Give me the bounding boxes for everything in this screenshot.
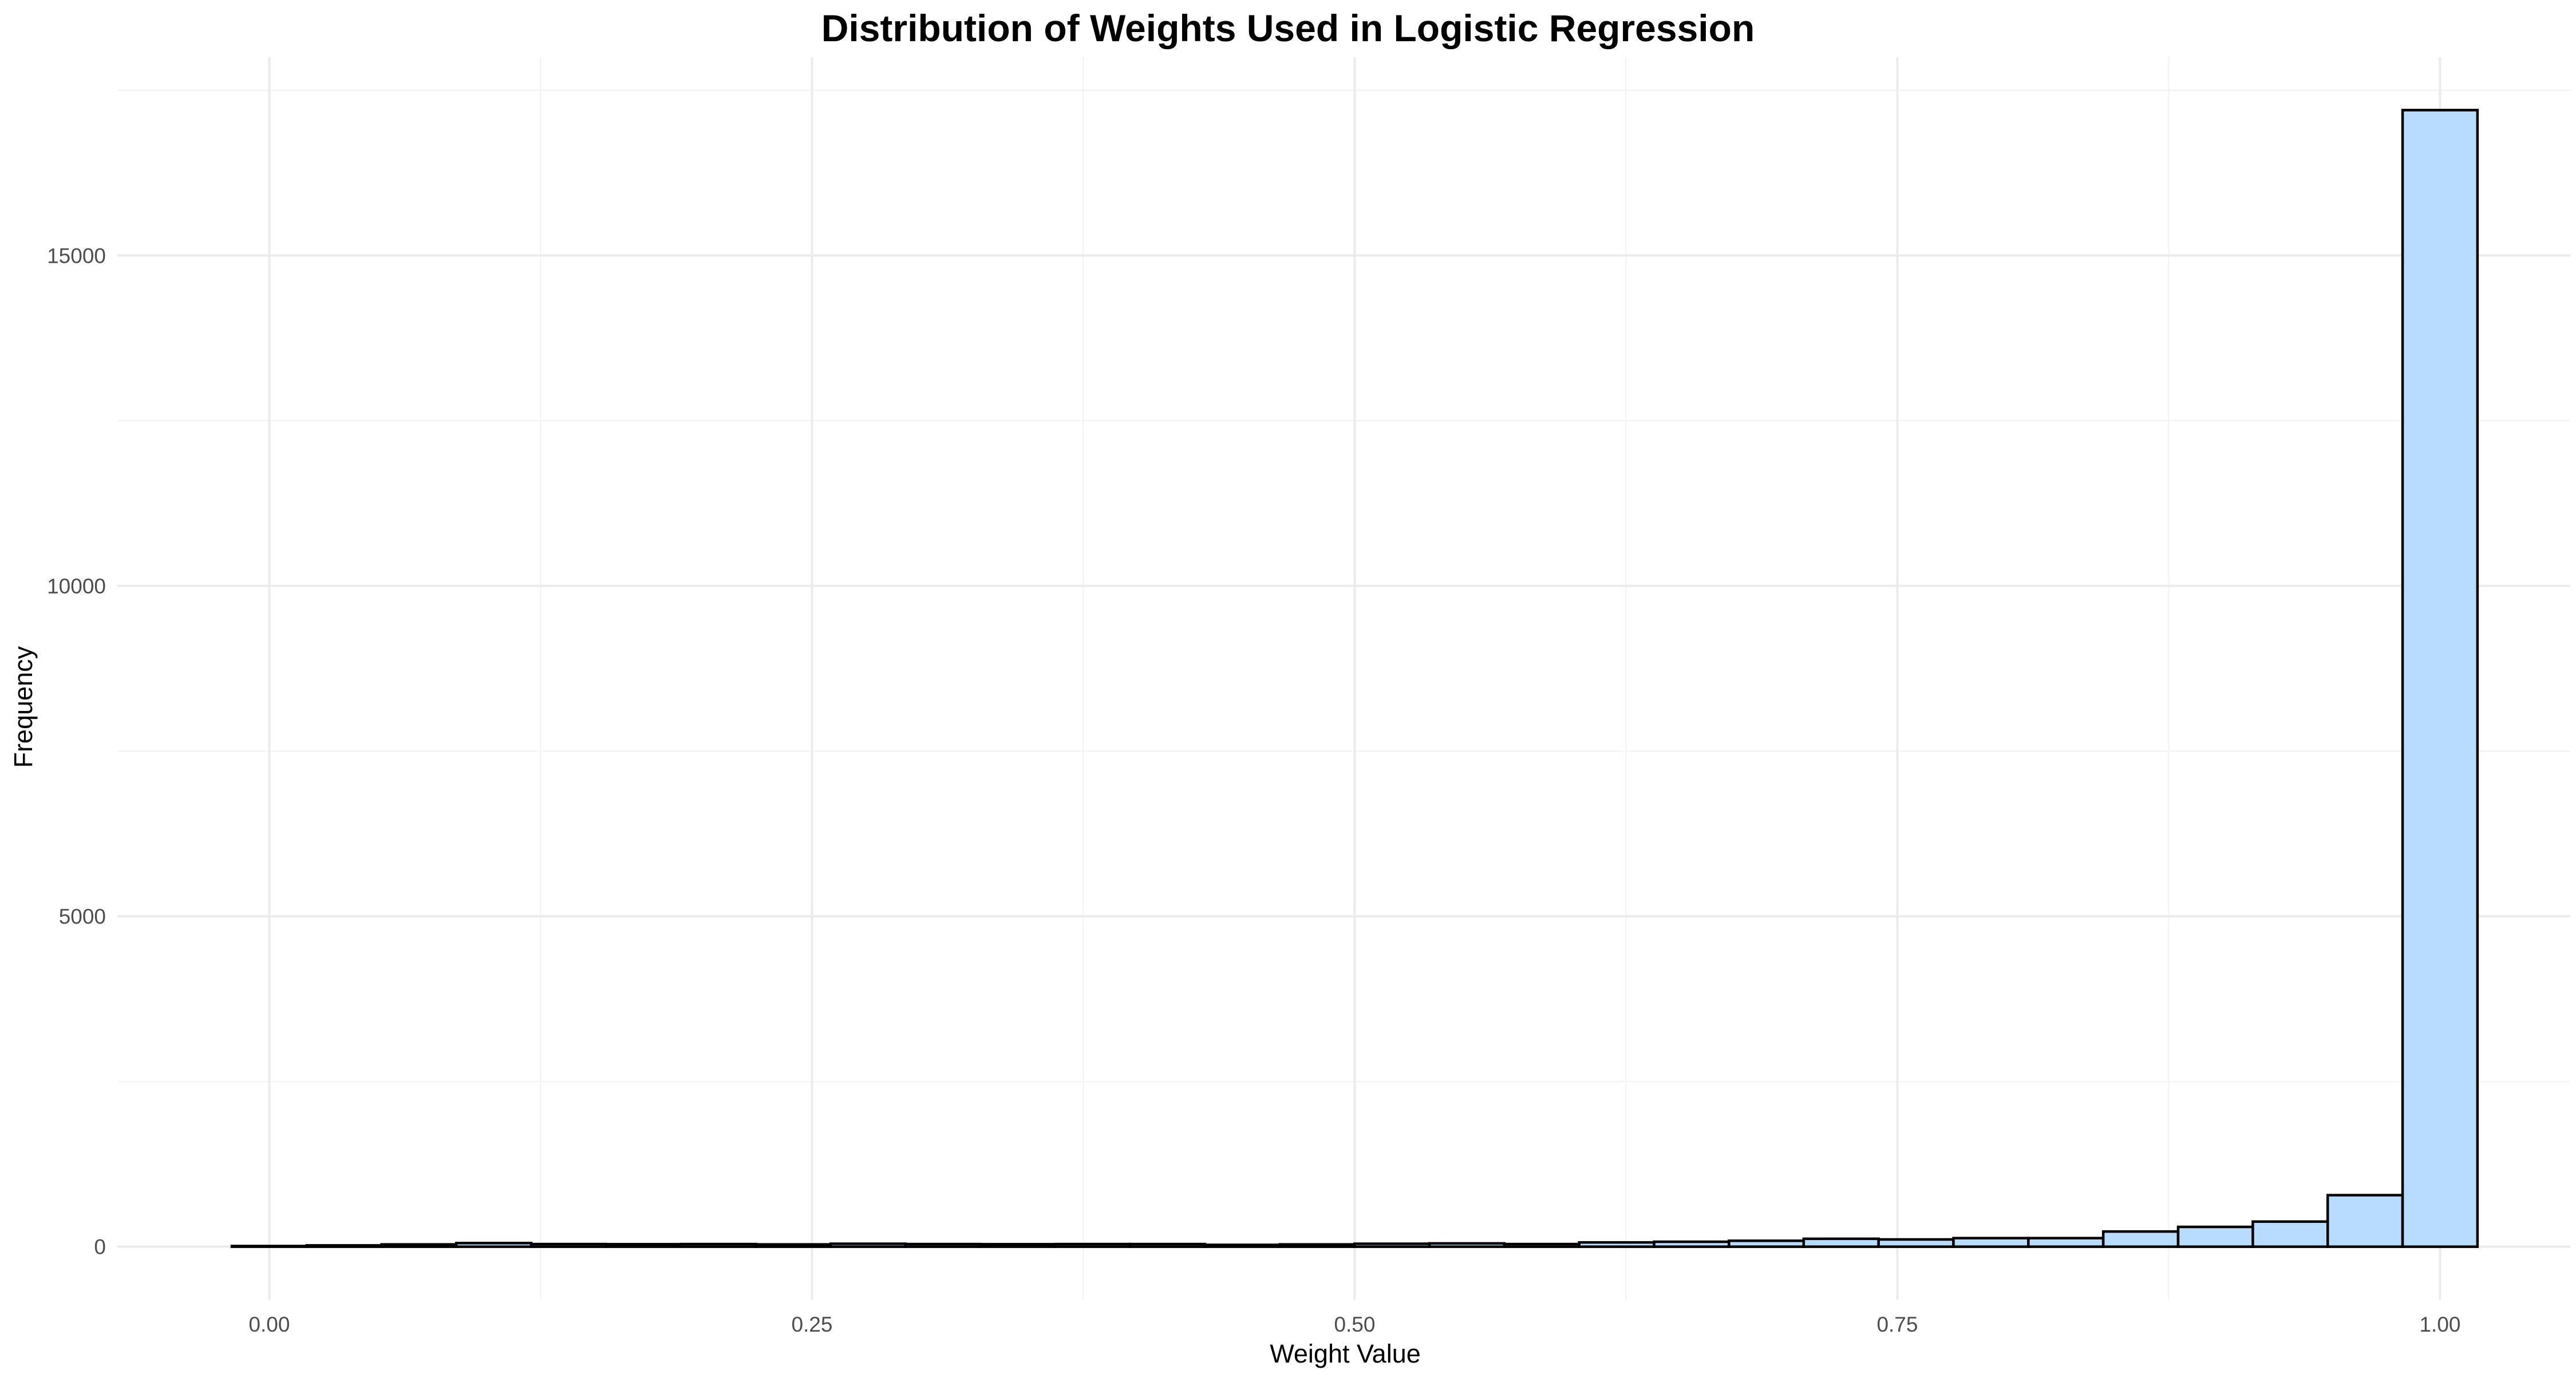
histogram-bar [1428, 1242, 1506, 1248]
x-tick-label: 0.50 [1334, 1313, 1375, 1336]
histogram-bar [979, 1243, 1057, 1248]
histogram-bar [1728, 1239, 1805, 1248]
histogram-bar [1128, 1242, 1207, 1248]
histogram-bar [305, 1244, 383, 1248]
histogram-bar [679, 1242, 757, 1248]
histogram-bar [2401, 109, 2479, 1248]
histogram-bar [829, 1242, 907, 1248]
histogram-bar [1353, 1242, 1431, 1248]
y-tick-label: 5000 [59, 905, 106, 929]
histogram-bar [1653, 1240, 1730, 1248]
histogram-bar [605, 1243, 682, 1248]
x-tick-label: 0.75 [1876, 1313, 1918, 1336]
x-tick-label: 0.25 [791, 1313, 832, 1336]
histogram-bar [1278, 1243, 1356, 1248]
histogram-bar [2027, 1237, 2105, 1248]
x-tick-label: 0.00 [248, 1313, 290, 1336]
histogram-bar [1952, 1237, 2030, 1248]
chart-title: Distribution of Weights Used in Logistic… [821, 7, 1755, 49]
y-tick-label: 0 [94, 1235, 106, 1259]
histogram-bar [455, 1242, 533, 1248]
x-axis-title: Weight Value [1270, 1339, 1421, 1368]
y-axis-title: Frequency [9, 646, 38, 768]
x-axis-tick-labels: 0.00 0.25 0.50 0.75 1.00 [248, 1313, 2460, 1336]
histogram-bar [2326, 1194, 2404, 1248]
histogram-bar [530, 1242, 608, 1248]
histogram-bar [380, 1243, 458, 1248]
histogram-bar [754, 1243, 832, 1248]
histogram-bar [1203, 1243, 1282, 1248]
histogram-bar [2251, 1220, 2329, 1248]
histogram-bars [230, 109, 2479, 1248]
y-axis-tick-labels: 0 5000 10000 15000 [47, 244, 106, 1258]
histogram-bar [1802, 1237, 1880, 1248]
histogram-bar [1877, 1238, 1955, 1248]
histogram-bar [1054, 1242, 1132, 1248]
histogram-bar [1578, 1241, 1656, 1248]
y-tick-label: 10000 [47, 574, 106, 598]
histogram-bar [2101, 1230, 2180, 1248]
histogram-bar [2176, 1225, 2255, 1248]
histogram-bar [904, 1242, 982, 1248]
x-tick-label: 1.00 [2419, 1313, 2460, 1336]
histogram-bar [230, 1245, 309, 1248]
y-tick-label: 15000 [47, 244, 106, 267]
histogram-bar [1503, 1242, 1581, 1248]
